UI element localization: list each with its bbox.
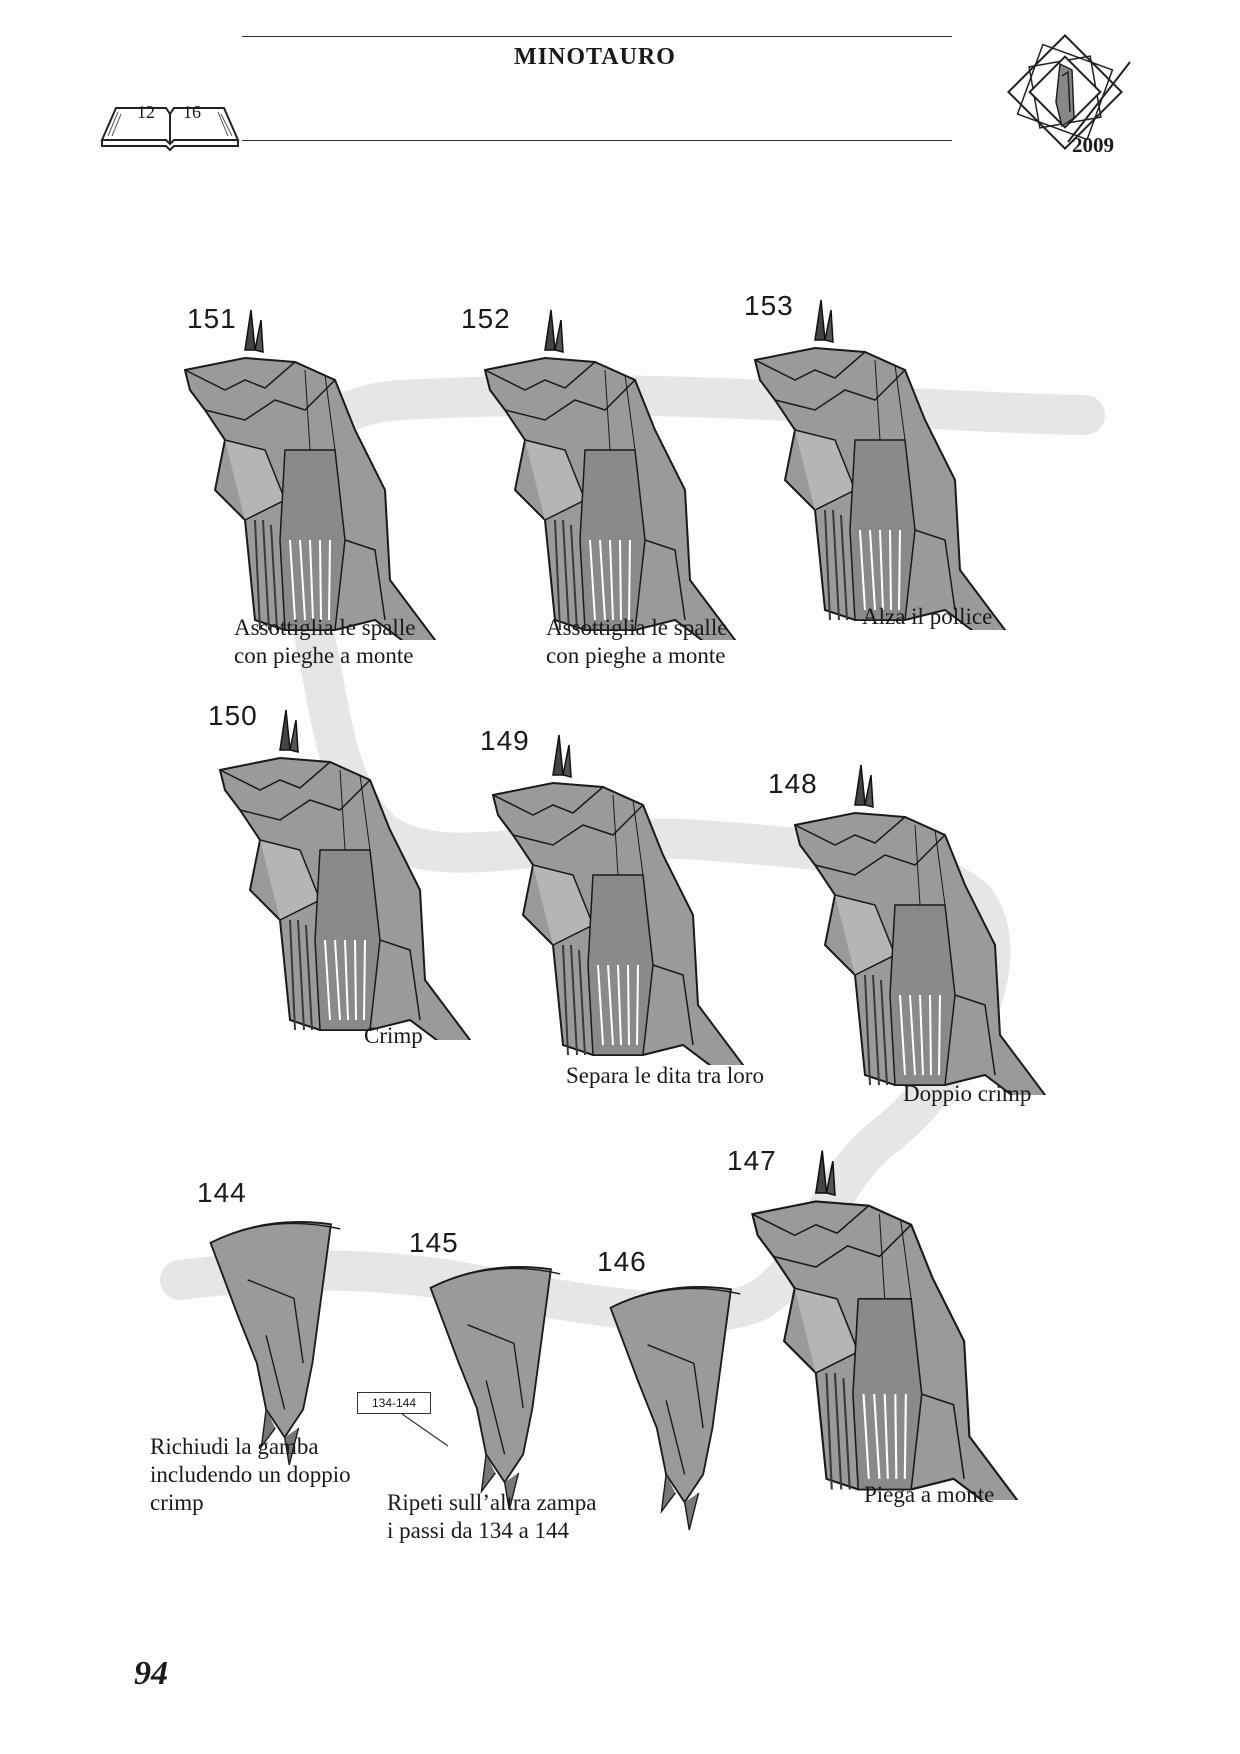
figure-step-148 xyxy=(794,764,1046,1095)
figure-step-146 xyxy=(609,1286,742,1530)
caption-step-147: Piega a monte xyxy=(864,1482,995,1507)
seal-year: 2009 xyxy=(1072,133,1114,157)
figure-step-144 xyxy=(209,1221,342,1465)
page-title: MINOTAURO xyxy=(514,44,676,70)
figure-step-149 xyxy=(492,734,744,1065)
origami-seal-logo xyxy=(990,22,1140,172)
caption-step-150: Crimp xyxy=(364,1023,423,1048)
page-number: 94 xyxy=(134,1655,168,1692)
caption-repeat-steps: Ripeti sull’altra zampa i passi da 134 a… xyxy=(387,1490,597,1543)
header-bottom-rule xyxy=(242,140,952,141)
figure-step-151 xyxy=(184,309,436,640)
figure-step-152 xyxy=(484,309,736,640)
step-number-153: 153 xyxy=(744,290,794,321)
reference-leader-line xyxy=(401,1413,449,1447)
step-number-149: 149 xyxy=(480,725,530,756)
step-number-152: 152 xyxy=(461,303,511,334)
book-left-number: 12 xyxy=(137,102,155,122)
caption-step-148: Doppio crimp xyxy=(903,1081,1032,1106)
step-number-148: 148 xyxy=(768,768,818,799)
caption-step-152: Assottiglia le spalle con pieghe a monte xyxy=(546,615,728,668)
reference-box: 134-144 xyxy=(357,1392,431,1414)
caption-step-149: Separa le dita tra loro xyxy=(566,1063,764,1088)
book-right-number: 16 xyxy=(183,102,201,122)
open-book-icon: 12 16 xyxy=(100,88,240,158)
step-number-144: 144 xyxy=(197,1177,247,1208)
figure-step-145 xyxy=(429,1266,562,1510)
step-number-145: 145 xyxy=(409,1227,459,1258)
step-number-147: 147 xyxy=(727,1145,777,1176)
figure-step-150 xyxy=(219,709,471,1040)
header-top-rule xyxy=(242,36,952,37)
figure-step-147 xyxy=(751,1149,1019,1500)
step-number-151: 151 xyxy=(187,303,237,334)
figure-step-153 xyxy=(754,299,1006,630)
caption-step-153: Alza il pollice xyxy=(862,604,993,629)
caption-step-144: Richiudi la gamba includendo un doppio c… xyxy=(150,1434,351,1515)
step-number-146: 146 xyxy=(597,1246,647,1277)
step-number-150: 150 xyxy=(208,700,258,731)
caption-step-151: Assottiglia le spalle con pieghe a monte xyxy=(234,615,416,668)
